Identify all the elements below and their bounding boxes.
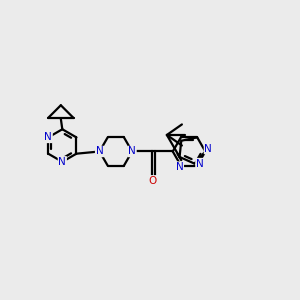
Text: N: N <box>58 157 66 167</box>
Text: N: N <box>96 146 104 157</box>
Text: N: N <box>205 143 212 154</box>
Text: N: N <box>196 159 204 169</box>
Text: O: O <box>148 176 157 186</box>
Text: N: N <box>176 162 183 172</box>
Text: N: N <box>44 132 52 142</box>
Text: N: N <box>128 146 136 157</box>
